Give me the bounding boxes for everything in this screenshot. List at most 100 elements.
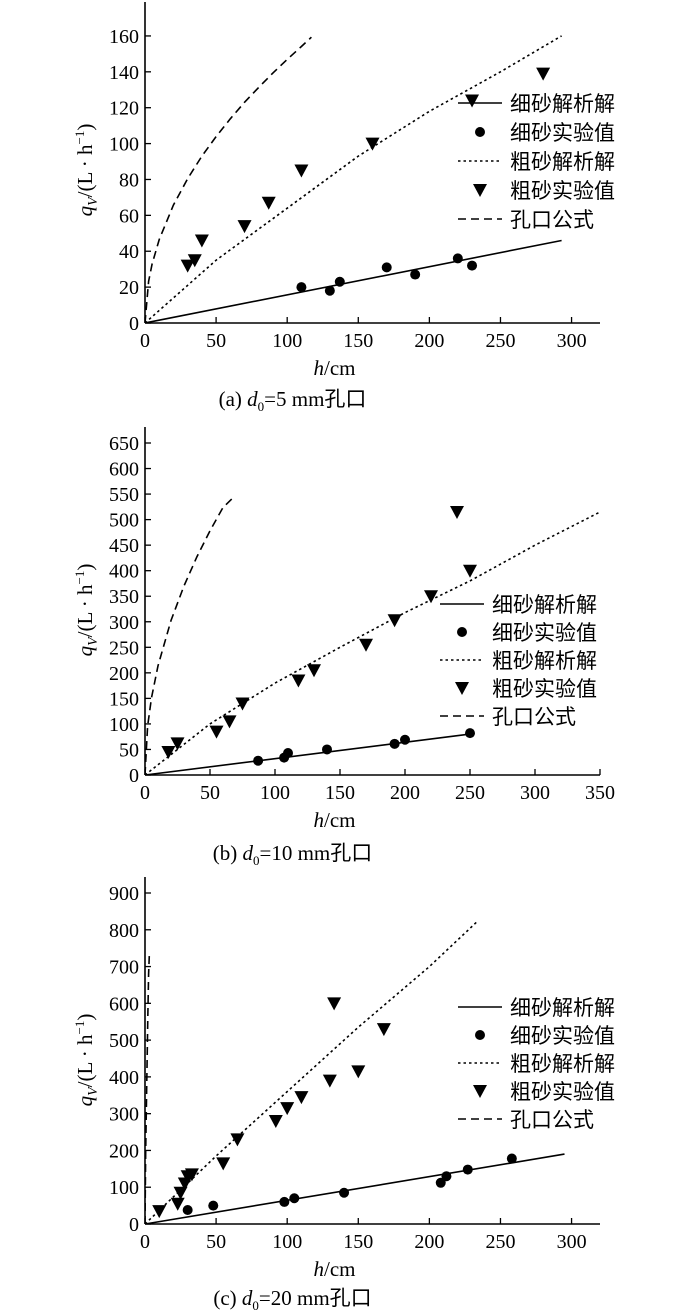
data-point-triangle <box>170 1197 185 1211</box>
y-axis-label-subscript: V <box>86 196 101 206</box>
y-tick-label: 100 <box>109 1177 139 1199</box>
x-tick-label: 200 <box>414 1231 444 1253</box>
chart-panel-b: 0 50 100 150 200 250 300 3500501001502002503003… <box>72 427 615 868</box>
x-tick-label: 0 <box>140 1231 150 1253</box>
data-point-triangle <box>465 94 480 108</box>
data-point-circle <box>296 282 307 293</box>
y-tick-label: 0 <box>129 765 139 787</box>
data-point-circle <box>322 744 332 755</box>
caption-subscript: 0 <box>253 853 260 868</box>
series-line-4 <box>145 955 151 1224</box>
series-line-4 <box>145 498 233 775</box>
data-point-triangle <box>376 1023 391 1037</box>
y-tick-label: 160 <box>109 26 139 48</box>
legend-label: 细砂实验值 <box>492 621 597 645</box>
data-point-triangle <box>237 220 252 234</box>
legend-swatch-circle <box>475 127 485 137</box>
y-tick-label: 800 <box>109 920 139 942</box>
x-axis-label-symbol: h <box>314 1257 325 1281</box>
data-point-triangle <box>209 725 224 739</box>
legend-label: 孔口公式 <box>510 208 594 232</box>
data-point-triangle <box>365 137 380 151</box>
x-tick-label: 200 <box>414 330 444 352</box>
legend-label: 粗砂解析解 <box>510 1052 615 1076</box>
data-point-circle <box>410 269 421 280</box>
y-tick-label: 650 <box>109 433 139 455</box>
x-axis-label-symbol: h <box>314 356 325 380</box>
y-tick-label: 300 <box>109 1104 139 1126</box>
chart-panel-a: 0 50 100 150 200 250 300 0 20 40 60 80 100 120 140 160 细… <box>72 2 615 414</box>
y-axis-label-subscript: V <box>86 636 101 646</box>
data-point-circle <box>506 1153 517 1164</box>
y-tick-label: 0 <box>129 1214 139 1236</box>
x-tick-label: 250 <box>485 330 515 352</box>
data-point-triangle <box>322 1074 337 1088</box>
y-tick-label: 200 <box>109 663 139 685</box>
y-axis-label-close: ) <box>73 564 97 571</box>
y-tick-label: 900 <box>109 883 139 905</box>
data-point-triangle <box>161 746 176 760</box>
data-point-triangle <box>307 664 321 678</box>
data-point-circle <box>289 1193 300 1204</box>
data-point-triangle <box>180 259 195 273</box>
data-point-triangle <box>261 196 276 210</box>
x-tick-label: 300 <box>557 330 587 352</box>
y-tick-label: 120 <box>109 98 139 120</box>
legend-label: 细砂实验值 <box>510 1024 615 1048</box>
y-tick-label: 350 <box>109 586 139 608</box>
figure-caption: (b) d0=10 mm孔口 <box>213 841 373 868</box>
x-tick-label: 150 <box>343 1231 373 1253</box>
y-axis-label-close: ) <box>73 1014 97 1021</box>
legend-label: 粗砂实验值 <box>492 677 597 701</box>
x-tick-label: 100 <box>272 330 302 352</box>
data-point-circle <box>253 755 264 766</box>
legend-swatch-triangle <box>473 1085 487 1098</box>
data-point-circle <box>381 262 392 273</box>
data-point-triangle <box>268 1115 283 1129</box>
y-tick-label: 20 <box>119 277 139 299</box>
y-axis-label-unit: /(L · h <box>73 584 97 637</box>
series-line-0 <box>145 1153 565 1224</box>
data-point-triangle <box>536 67 551 81</box>
data-point-triangle <box>463 564 477 578</box>
legend-swatch-circle <box>457 627 467 637</box>
caption-prefix: (b) <box>213 841 243 865</box>
data-point-triangle <box>173 1186 188 1200</box>
y-tick-label: 300 <box>109 612 139 634</box>
y-axis-label-symbol: q <box>73 1095 97 1106</box>
y-tick-label: 50 <box>119 739 139 761</box>
series-line-0 <box>145 239 562 323</box>
x-axis-label-unit: /cm <box>324 356 356 380</box>
y-axis-label: qV/(L · h−1) <box>72 564 101 657</box>
legend-label: 细砂解析解 <box>510 996 615 1020</box>
x-tick-label: 100 <box>260 782 290 804</box>
data-point-triangle <box>294 164 309 178</box>
data-point-circle <box>279 1196 290 1207</box>
legend-swatch-triangle <box>473 184 487 197</box>
legend-label: 细砂解析解 <box>510 92 615 116</box>
legend-swatch-triangle <box>455 682 469 695</box>
data-point-triangle <box>184 1168 199 1182</box>
y-axis-label: qV/(L · h−1) <box>72 1014 101 1107</box>
data-point-triangle <box>170 737 185 751</box>
y-tick-label: 400 <box>109 561 139 583</box>
legend-label: 细砂实验值 <box>510 121 615 145</box>
x-tick-label: 150 <box>325 782 355 804</box>
y-tick-label: 600 <box>109 459 139 481</box>
caption-prefix: (a) <box>219 387 248 411</box>
x-tick-label: 300 <box>520 782 550 804</box>
caption-text: =5 mm孔口 <box>264 387 366 411</box>
caption-subscript: 0 <box>252 1298 259 1313</box>
legend-label: 细砂解析解 <box>492 593 597 617</box>
x-axis-label: h/cm <box>314 356 356 380</box>
data-point-triangle <box>230 1133 245 1147</box>
caption-symbol: d <box>242 841 253 865</box>
data-point-circle <box>389 738 400 749</box>
y-tick-label: 450 <box>109 535 139 557</box>
data-point-circle <box>465 728 475 739</box>
legend-label: 粗砂实验值 <box>510 1080 615 1104</box>
data-point-circle <box>182 1205 193 1216</box>
data-point-circle <box>462 1164 473 1175</box>
data-point-triangle <box>187 254 202 268</box>
data-point-triangle <box>222 715 237 729</box>
